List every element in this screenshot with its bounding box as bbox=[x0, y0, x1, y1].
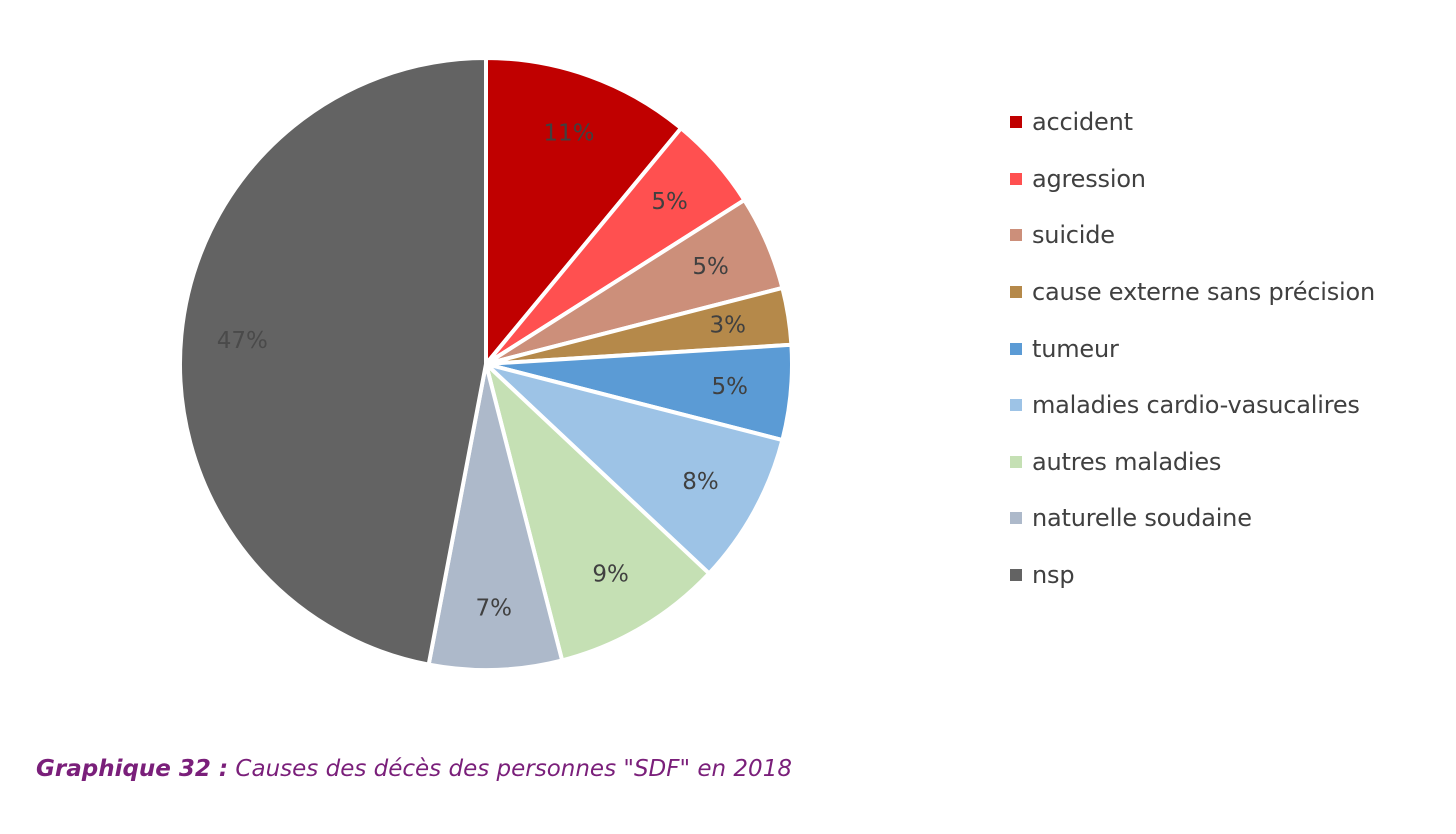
legend-swatch-7 bbox=[1010, 512, 1022, 525]
legend-swatch-0 bbox=[1010, 116, 1022, 129]
legend-label-2: suicide bbox=[1032, 221, 1115, 250]
caption-text: Causes des décès des personnes "SDF" en … bbox=[228, 756, 792, 782]
pie-slice-label-4: 5% bbox=[711, 374, 748, 400]
pie-slice-5 bbox=[484, 362, 785, 576]
legend-item-2: suicide bbox=[1010, 207, 1375, 264]
pie-slice-8 bbox=[177, 56, 488, 667]
legend-label-6: autres maladies bbox=[1032, 447, 1222, 476]
chart-caption: Graphique 32 : Causes des décès des pers… bbox=[36, 756, 792, 782]
legend-item-3: cause externe sans précision bbox=[1010, 264, 1375, 321]
pie-slice-label-7: 7% bbox=[475, 596, 512, 622]
pie-slice-label-3: 3% bbox=[710, 313, 747, 339]
pie-slice-7 bbox=[426, 362, 565, 672]
pie-chart: 11% 5% 5% 3% 5% 8% 9% 7% 47% bbox=[177, 56, 794, 672]
legend-swatch-3 bbox=[1010, 286, 1022, 299]
pie-slice-label-1: 5% bbox=[651, 189, 688, 215]
legend-item-1: agression bbox=[1010, 151, 1375, 208]
legend-label-5: maladies cardio-vasucalires bbox=[1032, 391, 1360, 420]
chart-legend: accident agression suicide cause externe sa… bbox=[1010, 94, 1375, 603]
pie-slice-label-0: 11% bbox=[543, 121, 594, 147]
legend-swatch-2 bbox=[1010, 229, 1022, 242]
legend-swatch-1 bbox=[1010, 172, 1022, 185]
legend-item-5: maladies cardio-vasucalires bbox=[1010, 377, 1375, 434]
legend-label-1: agression bbox=[1032, 164, 1146, 193]
pie-slices bbox=[177, 56, 794, 672]
pie-slice-label-2: 5% bbox=[692, 254, 729, 280]
legend-swatch-5 bbox=[1010, 399, 1022, 412]
legend-label-0: accident bbox=[1032, 108, 1133, 137]
legend-swatch-4 bbox=[1010, 342, 1022, 355]
caption-prefix: Graphique 32 : bbox=[36, 756, 229, 782]
legend-label-3: cause externe sans précision bbox=[1032, 278, 1376, 307]
legend-swatch-8 bbox=[1010, 569, 1022, 582]
pie-slice-label-8: 47% bbox=[217, 328, 268, 354]
pie-slice-label-5: 8% bbox=[682, 469, 719, 495]
pie-slice-6 bbox=[484, 362, 712, 663]
legend-item-7: naturelle soudaine bbox=[1010, 490, 1375, 547]
legend-swatch-6 bbox=[1010, 455, 1022, 468]
legend-item-0: accident bbox=[1010, 94, 1375, 151]
legend-item-8: nsp bbox=[1010, 547, 1375, 604]
legend-label-4: tumeur bbox=[1032, 334, 1119, 363]
legend-label-7: naturelle soudaine bbox=[1032, 504, 1252, 533]
pie-slice-label-6: 9% bbox=[592, 562, 629, 588]
pie-slice-labels: 11% 5% 5% 3% 5% 8% 9% 7% 47% bbox=[217, 121, 748, 622]
legend-label-8: nsp bbox=[1032, 561, 1075, 590]
legend-item-4: tumeur bbox=[1010, 320, 1375, 377]
pie-slice-0 bbox=[484, 56, 684, 366]
legend-item-6: autres maladies bbox=[1010, 434, 1375, 491]
